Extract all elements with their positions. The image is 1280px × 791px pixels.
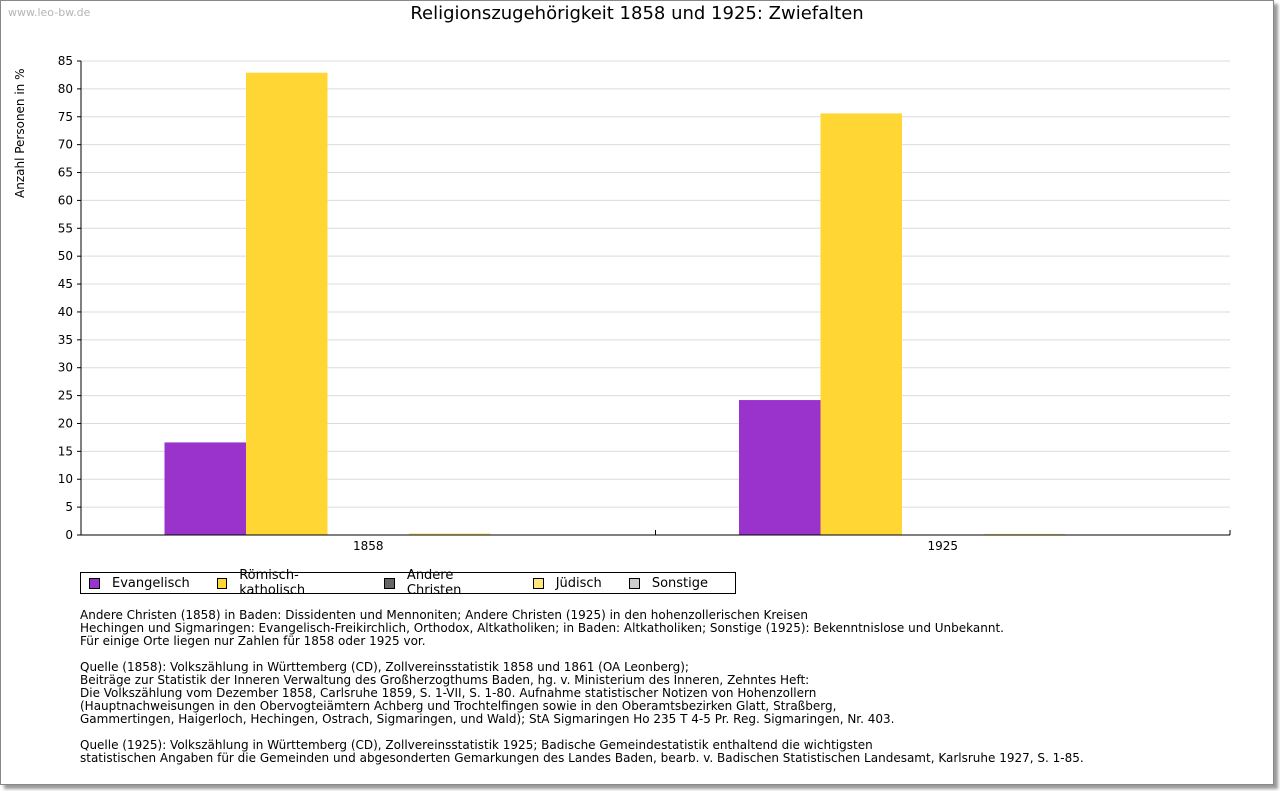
- bar-chart: 0 5 10 15 20 25 30 35 40 45 50 55 60 65 70 75 80 85 1858 19…: [58, 54, 1231, 553]
- y-tick-label: 10: [58, 472, 73, 486]
- legend-label: Sonstige: [651, 575, 708, 591]
- y-tick-label: 80: [58, 82, 73, 96]
- y-tick-label: 50: [58, 249, 73, 263]
- bars: [164, 72, 1065, 536]
- legend-item: Evangelisch: [89, 576, 190, 591]
- y-tick-label: 15: [58, 444, 73, 458]
- y-tick-label: 0: [65, 528, 73, 542]
- x-tick-label: 1925: [927, 539, 958, 553]
- notes: Andere Christen (1858) in Baden: Disside…: [80, 609, 1084, 778]
- note-andere-christen: Andere Christen (1858) in Baden: Disside…: [80, 608, 1004, 648]
- y-tick-label: 85: [58, 54, 73, 68]
- legend-swatch: [384, 577, 395, 589]
- bar-jüdisch-1858: [409, 533, 491, 535]
- y-tick-label: 55: [58, 221, 73, 235]
- y-tick-label: 25: [58, 389, 73, 403]
- legend-label: Römisch-katholisch: [239, 568, 306, 598]
- y-tick-label: 65: [58, 166, 73, 180]
- y-tick-label: 45: [58, 277, 73, 291]
- legend-label: Jüdisch: [555, 575, 602, 591]
- bar-evangelisch-1925: [739, 400, 821, 535]
- axes: 0 5 10 15 20 25 30 35 40 45 50 55 60 65 70 75 80 85 1858 19…: [58, 54, 1231, 553]
- bar-römisch-katholisch-1925: [820, 113, 902, 535]
- note-quelle-1925: Quelle (1925): Volkszählung in Württembe…: [80, 738, 1084, 765]
- legend-item: Andere Christen: [384, 568, 505, 598]
- bar-jüdisch-1925: [983, 533, 1065, 535]
- legend-label: Evangelisch: [112, 575, 190, 591]
- legend-swatch: [628, 577, 640, 589]
- legend-swatch: [532, 577, 544, 589]
- y-tick-label: 70: [58, 138, 73, 152]
- bar-evangelisch-1858: [164, 442, 246, 535]
- legend-item: Sonstige: [628, 575, 708, 591]
- watermark: www.leo-bw.de: [8, 6, 91, 19]
- bar-römisch-katholisch-1858: [246, 72, 328, 536]
- y-tick-label: 5: [65, 500, 73, 514]
- legend-swatch: [89, 577, 100, 589]
- y-tick-label: 35: [58, 333, 73, 347]
- note-quelle-1858: Quelle (1858): Volkszählung in Württembe…: [80, 660, 895, 726]
- legend-item: Jüdisch: [532, 575, 602, 591]
- y-tick-label: 60: [58, 193, 73, 207]
- legend-label: Andere Christen: [406, 568, 462, 598]
- legend-swatch: [216, 577, 228, 589]
- x-tick-label: 1858: [353, 539, 384, 553]
- y-tick-label: 75: [58, 110, 73, 124]
- legend: Evangelisch Römisch-katholisch Andere Chri…: [80, 568, 736, 598]
- chart-title: Religionszugehörigkeit 1858 und 1925: Zw…: [410, 3, 864, 24]
- y-tick-label: 30: [58, 361, 73, 375]
- y-tick-label: 40: [58, 305, 73, 319]
- y-tick-label: 20: [58, 416, 73, 430]
- legend-item: Römisch-katholisch: [216, 568, 358, 598]
